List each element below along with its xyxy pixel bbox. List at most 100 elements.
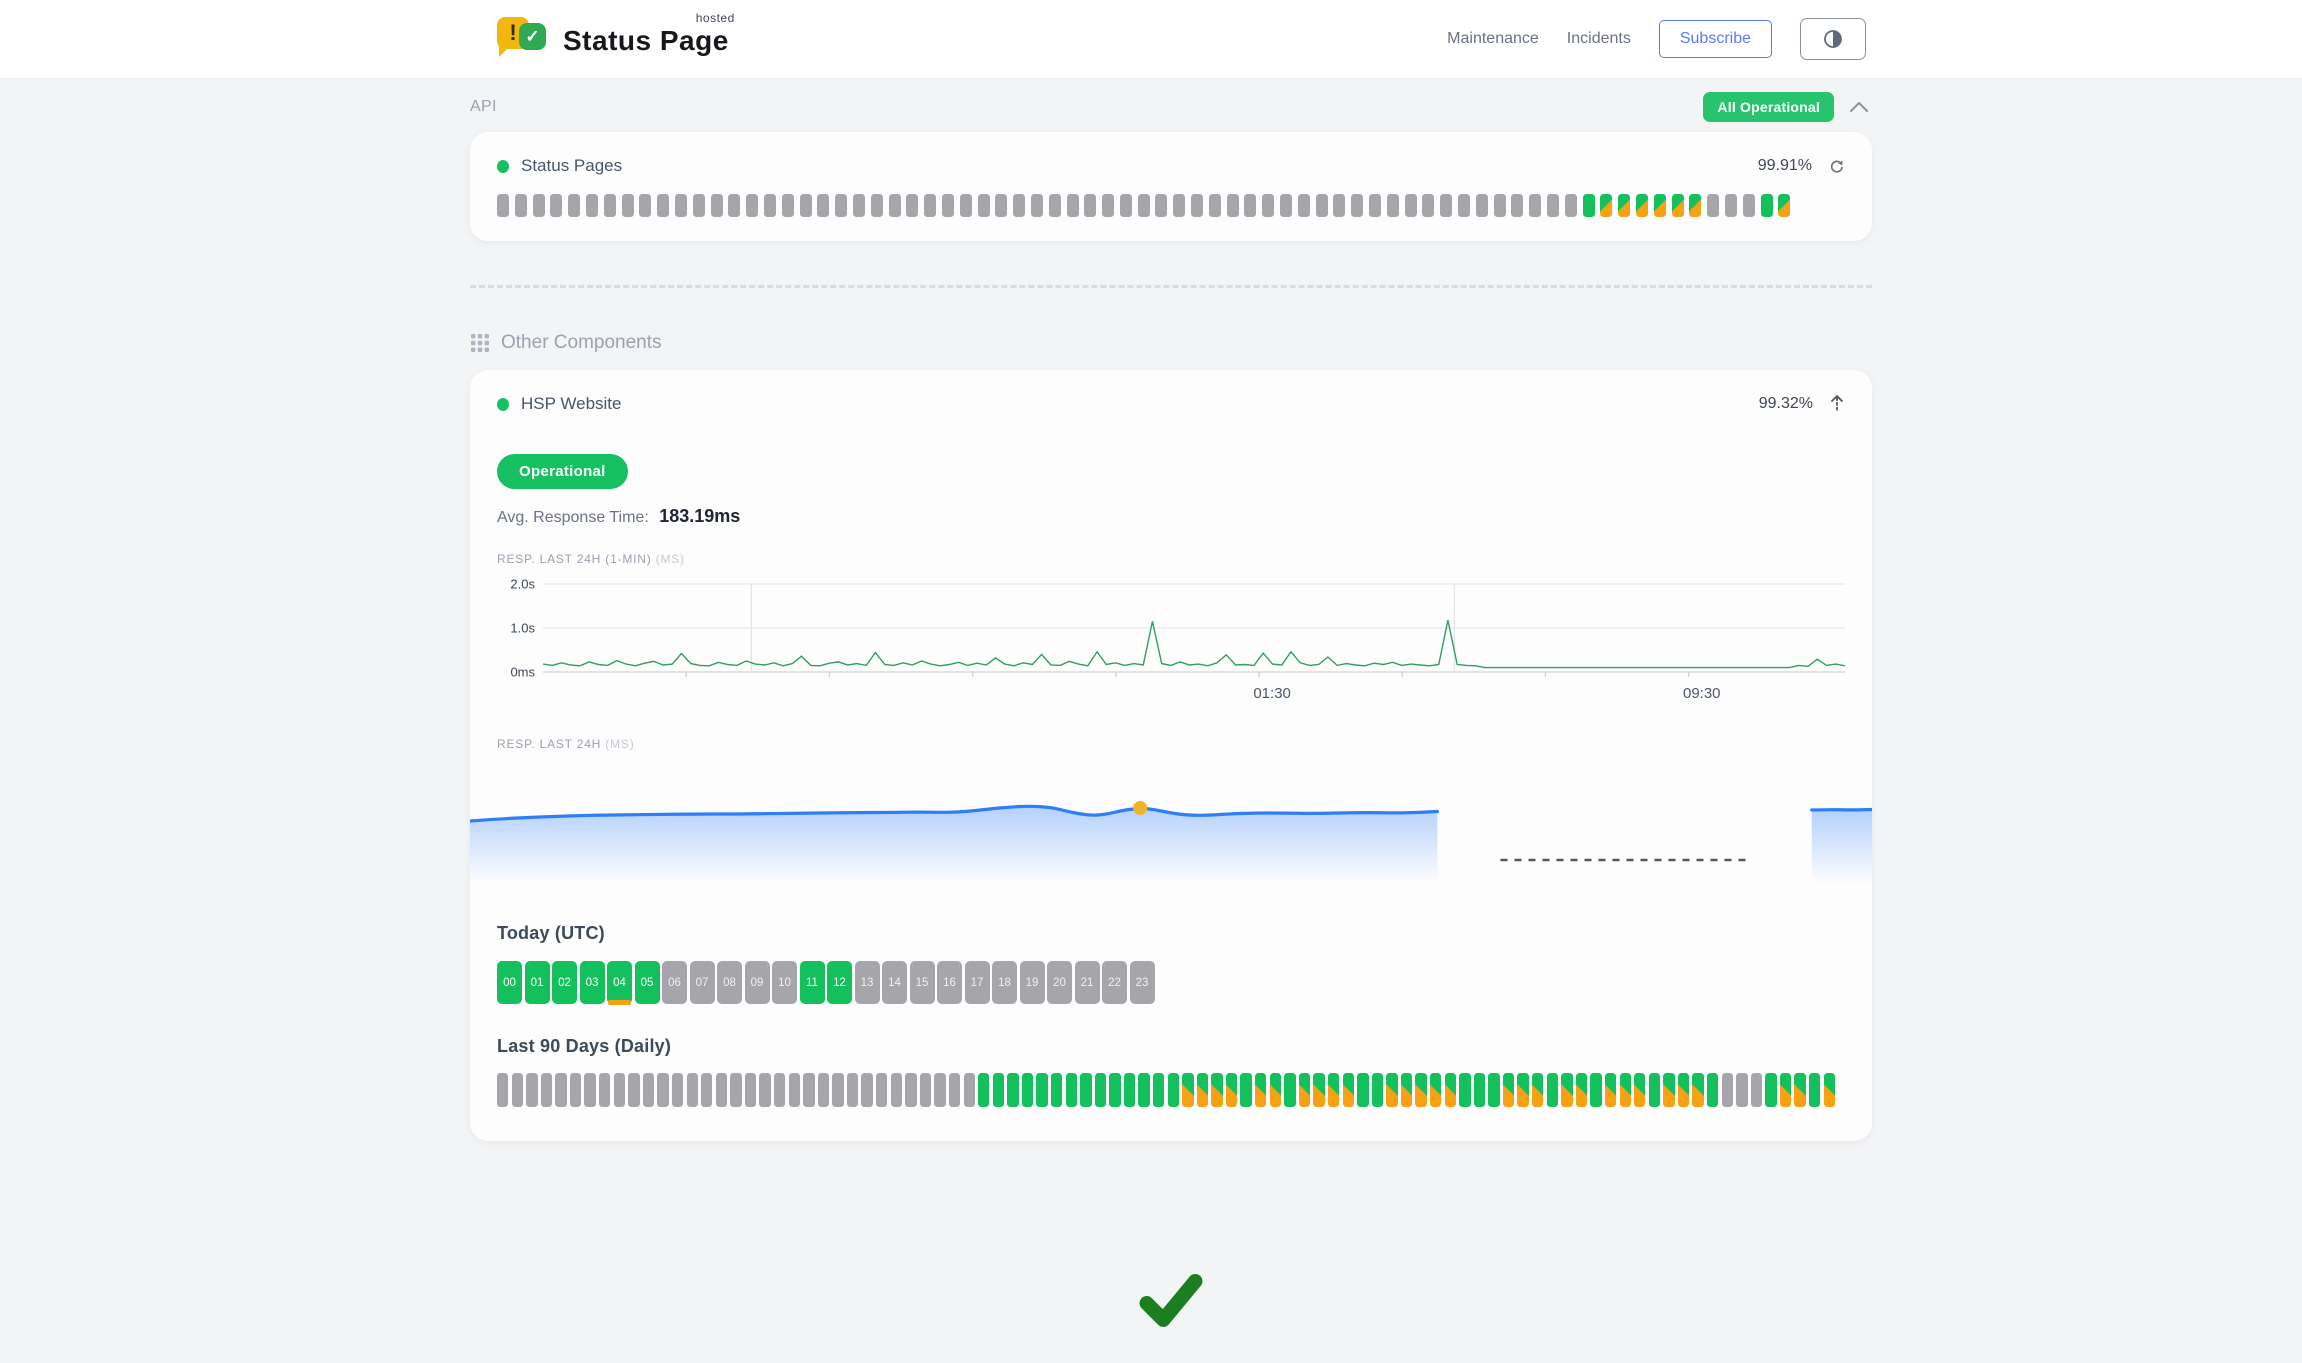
uptime-bar[interactable] [1400,1073,1413,1107]
uptime-bar[interactable] [1371,1073,1384,1107]
refresh-icon[interactable] [1828,158,1845,175]
uptime-bar[interactable] [639,194,652,217]
uptime-bar[interactable] [1765,1073,1777,1107]
uptime-bar[interactable] [799,194,812,217]
uptime-bar[interactable] [1208,194,1221,217]
theme-toggle-button[interactable] [1800,18,1866,60]
uptime-bar[interactable] [1153,1073,1165,1107]
hour-block-18[interactable]: 18 [992,961,1017,1004]
uptime-bar[interactable] [1604,1073,1617,1107]
uptime-bar[interactable] [511,1073,523,1107]
subscribe-button[interactable]: Subscribe [1658,20,1772,58]
uptime-bar[interactable] [1386,194,1399,217]
uptime-bar[interactable] [1280,194,1293,217]
uptime-bar[interactable] [1369,194,1382,217]
uptime-bar[interactable] [1342,1073,1354,1107]
uptime-bar[interactable] [715,1073,728,1107]
uptime-bar[interactable] [1473,1073,1486,1107]
uptime-bar[interactable] [1262,194,1275,217]
uptime-bar[interactable] [599,1073,611,1107]
uptime-bar[interactable] [1582,194,1595,217]
uptime-bar[interactable] [550,194,563,217]
uptime-bar[interactable] [1502,1073,1515,1107]
uptime-bar[interactable] [1269,1073,1282,1107]
uptime-bar[interactable] [1706,1073,1719,1107]
hour-block-01[interactable]: 01 [524,961,550,1004]
uptime-bar[interactable] [992,1073,1005,1107]
uptime-bar[interactable] [1619,1073,1631,1107]
uptime-bar[interactable] [710,194,723,217]
uptime-bar[interactable] [746,194,759,217]
uptime-bar[interactable] [540,1073,553,1107]
uptime-bar[interactable] [555,1073,567,1107]
uptime-bar[interactable] [1065,1073,1077,1107]
uptime-bar[interactable] [1013,194,1026,217]
hour-block-22[interactable]: 22 [1102,961,1127,1004]
hour-block-07[interactable]: 07 [689,961,715,1004]
uptime-bar[interactable] [870,194,883,217]
uptime-bar[interactable] [948,1073,961,1107]
uptime-bar[interactable] [686,1073,698,1107]
uptime-bar[interactable] [568,194,581,217]
hour-block-16[interactable]: 16 [937,961,962,1004]
uptime-bar[interactable] [1119,194,1132,217]
hour-block-17[interactable]: 17 [964,961,990,1004]
uptime-bar[interactable] [1634,1073,1646,1107]
uptime-bar[interactable] [906,194,919,217]
uptime-bar[interactable] [1167,1073,1179,1107]
hour-block-20[interactable]: 20 [1047,961,1072,1004]
hour-block-09[interactable]: 09 [744,961,770,1004]
uptime-bar[interactable] [1211,1073,1223,1107]
uptime-bar[interactable] [1575,1073,1588,1107]
nav-incidents[interactable]: Incidents [1566,30,1631,47]
uptime-bar[interactable] [977,194,990,217]
uptime-bar[interactable] [1546,1073,1559,1107]
uptime-bar[interactable] [1564,194,1577,217]
uptime-bar[interactable] [1493,194,1506,217]
uptime-bar[interactable] [1459,1073,1471,1107]
uptime-bar[interactable] [1750,1073,1763,1107]
uptime-bar[interactable] [642,1073,655,1107]
uptime-bar[interactable] [1724,194,1737,217]
uptime-bars-strip[interactable] [497,194,1845,217]
uptime-bar[interactable] [701,1073,713,1107]
uptime-bar[interactable] [1648,1073,1661,1107]
uptime-bar[interactable] [1196,1073,1209,1107]
uptime-bar[interactable] [621,194,634,217]
uptime-bar[interactable] [1663,1073,1675,1107]
uptime-bar[interactable] [1415,1073,1427,1107]
uptime-bar[interactable] [846,1073,859,1107]
chevron-up-icon[interactable] [1848,100,1870,114]
uptime-bar[interactable] [1007,1073,1019,1107]
uptime-bar[interactable] [1123,1073,1136,1107]
uptime-bar[interactable] [628,1073,640,1107]
hour-block-04[interactable]: 04 [607,961,632,1005]
uptime-bar[interactable] [1386,1073,1398,1107]
hour-block-14[interactable]: 14 [882,961,907,1004]
uptime-bar[interactable] [1809,1073,1821,1107]
uptime-bar[interactable] [1707,194,1720,217]
uptime-bar[interactable] [1529,194,1542,217]
uptime-bar[interactable] [1030,194,1043,217]
uptime-bar[interactable] [1721,1073,1733,1107]
uptime-bar[interactable] [674,194,687,217]
uptime-bar[interactable] [657,194,670,217]
uptime-bar[interactable] [1182,1073,1194,1107]
uptime-bar[interactable] [1327,1073,1340,1107]
uptime-bar[interactable] [514,194,527,217]
hour-block-21[interactable]: 21 [1074,961,1100,1004]
uptime-bar[interactable] [1284,1073,1296,1107]
uptime-bar[interactable] [1048,194,1061,217]
hour-block-19[interactable]: 19 [1019,961,1045,1004]
uptime-bar[interactable] [1191,194,1204,217]
hour-block-00[interactable]: 00 [497,961,522,1004]
uptime-bar[interactable] [1351,194,1364,217]
uptime-bar[interactable] [1109,1073,1121,1107]
uptime-bar[interactable] [728,194,741,217]
uptime-bar[interactable] [1225,1073,1238,1107]
uptime-bar[interactable] [817,194,830,217]
uptime-bar[interactable] [526,1073,538,1107]
uptime-bar[interactable] [1488,1073,1500,1107]
uptime-bar[interactable] [1430,1073,1442,1107]
uptime-bar[interactable] [763,194,776,217]
